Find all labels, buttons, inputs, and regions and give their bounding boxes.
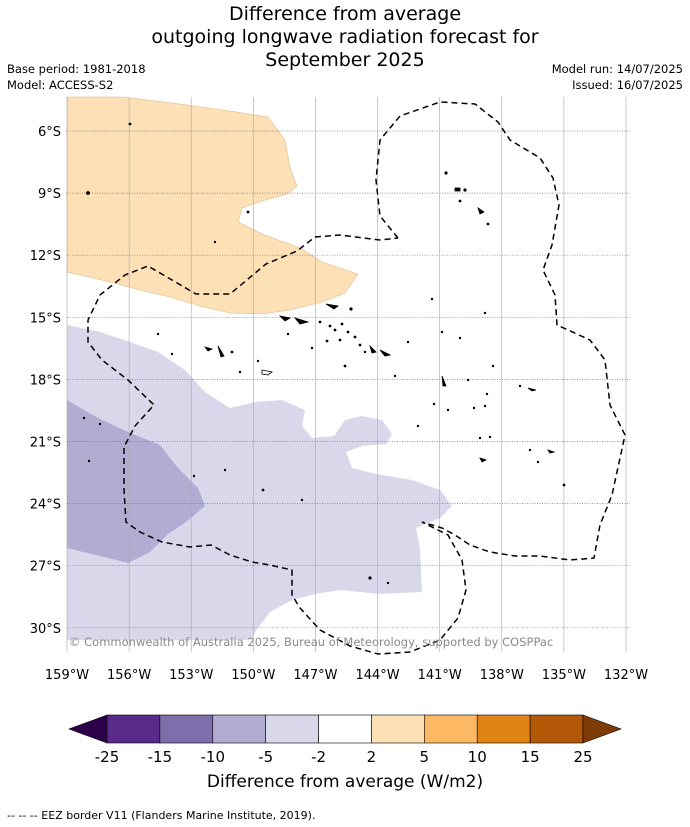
islands [82, 122, 566, 585]
latitude-tick-labels: 6°S 9°S 12°S 15°S 18°S 21°S 24°S 27°S 30°S [30, 125, 61, 637]
colorbar-segment [424, 714, 478, 744]
colorbar-segments [106, 714, 584, 744]
colorbar: -25 -15 -10 -5 -2 2 5 10 15 25 [68, 714, 622, 766]
lat-tick-label: 27°S [30, 560, 61, 575]
anomaly-negative-medium-region [67, 400, 205, 563]
lon-tick-label: 156°W [107, 668, 151, 683]
colorbar-tick-label: 10 [468, 748, 487, 766]
base-period-text: Base period: 1981-2018 [7, 62, 146, 76]
colorbar-tick-labels: -25 -15 -10 -5 -2 2 5 10 15 25 [95, 748, 593, 766]
longitude-tick-labels: 159°W 156°W 153°W 150°W 147°W 144°W 141°W 138°W… [45, 668, 648, 683]
colorbar-segment [106, 714, 161, 744]
colorbar-tick-label: -2 [311, 748, 326, 766]
model-text: Model: ACCESS-S2 [7, 78, 114, 92]
copyright-text: © Commonwealth of Australia 2025, Bureau… [69, 635, 553, 649]
colorbar-label: Difference from average (W/m2) [206, 772, 484, 792]
colorbar-tick-label: -10 [201, 748, 226, 766]
anomaly-negative-light-region [67, 325, 452, 640]
meta-left: Base period: 1981-2018 Model: ACCESS-S2 [7, 61, 146, 93]
colorbar-segment [529, 714, 584, 744]
issued-text: Issued: 16/07/2025 [572, 78, 683, 92]
colorbar-tick-label: -25 [95, 748, 120, 766]
lat-tick-label: 6°S [38, 125, 61, 140]
eez-footnote: -- -- -- EEZ border V11 (Flanders Marine… [7, 809, 316, 822]
colorbar-segment [318, 714, 372, 744]
colorbar-segment [265, 714, 319, 744]
meta-right: Model run: 14/07/2025 Issued: 16/07/2025 [552, 61, 683, 93]
lon-tick-label: 141°W [418, 668, 462, 683]
lon-tick-label: 159°W [45, 668, 89, 683]
colorbar-segment [476, 714, 531, 744]
title-line-1: Difference from average [228, 3, 462, 25]
lon-tick-label: 138°W [480, 668, 524, 683]
lon-tick-label: 147°W [293, 668, 337, 683]
lat-tick-label: 18°S [30, 373, 61, 388]
colorbar-segment [371, 714, 425, 744]
colorbar-tick-label: -5 [258, 748, 273, 766]
eez-border [87, 101, 626, 655]
lon-tick-label: 132°W [604, 668, 648, 683]
map-panel: © Commonwealth of Australia 2025, Bureau… [66, 96, 630, 655]
lon-tick-label: 153°W [169, 668, 213, 683]
colorbar-low-extend [68, 714, 108, 744]
lat-tick-label: 9°S [38, 187, 61, 202]
colorbar-tick-label: 5 [420, 748, 430, 766]
lat-tick-label: 30°S [30, 622, 61, 637]
lat-tick-label: 12°S [30, 249, 61, 264]
lat-tick-label: 15°S [30, 311, 61, 326]
anomaly-positive-region [66, 96, 359, 315]
colorbar-tick-label: 2 [367, 748, 377, 766]
colorbar-tick-label: 15 [521, 748, 540, 766]
colorbar-segment [212, 714, 266, 744]
lon-tick-label: 135°W [542, 668, 586, 683]
lat-tick-label: 21°S [30, 436, 61, 451]
colorbar-tick-label: -15 [148, 748, 173, 766]
lon-tick-label: 144°W [355, 668, 399, 683]
lon-tick-label: 150°W [231, 668, 275, 683]
title-line-2: outgoing longwave radiation forecast for [151, 26, 539, 48]
title-line-3: September 2025 [265, 49, 425, 71]
colorbar-segment [159, 714, 214, 744]
model-run-text: Model run: 14/07/2025 [551, 62, 683, 76]
colorbar-high-extend [582, 714, 622, 744]
colorbar-tick-label: 25 [573, 748, 592, 766]
lat-tick-label: 24°S [30, 498, 61, 513]
